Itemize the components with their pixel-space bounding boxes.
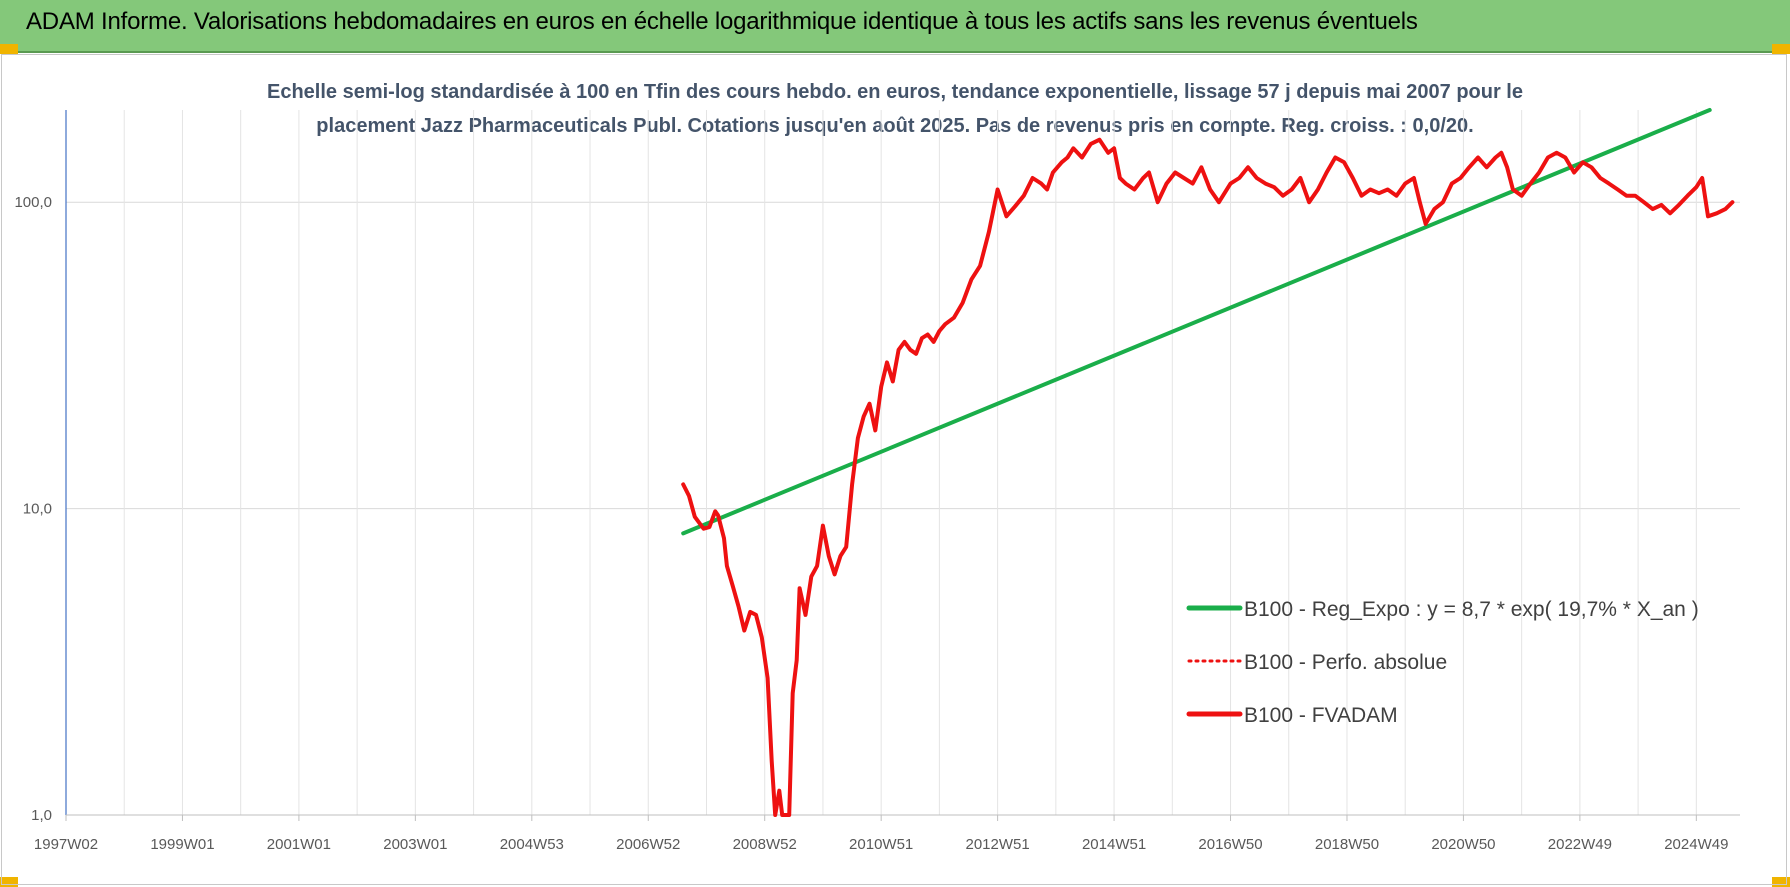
x-tick-label: 2022W49: [1548, 836, 1612, 853]
y-tick-label: 10,0: [23, 501, 52, 518]
x-tick-label: 2006W52: [616, 836, 680, 853]
x-tick-label: 1997W02: [34, 836, 98, 853]
legend-item-regression-label: B100 - Reg_Expo : y = 8,7 * exp( 19,7% *…: [1244, 598, 1699, 621]
x-tick-label: 2014W51: [1082, 836, 1146, 853]
fvadam-line: [681, 137, 1735, 817]
chart-subtitle-line-1: Echelle semi-log standardisée à 100 en T…: [267, 81, 1523, 103]
y-tick-label: 100,0: [14, 194, 52, 211]
chart-series: [681, 108, 1735, 817]
chart-frame: [1, 54, 1787, 885]
corner-marker-top-right: [1772, 44, 1790, 54]
corner-marker-bottom-right: [1772, 877, 1790, 887]
x-tick-label: 2003W01: [383, 836, 447, 853]
x-tick-label: 2004W53: [500, 836, 564, 853]
header-banner: ADAM Informe. Valorisations hebdomadaire…: [0, 0, 1790, 53]
corner-marker-top-left: [0, 44, 18, 54]
chart-grid: [66, 110, 1740, 816]
x-tick-label: 1999W01: [150, 836, 214, 853]
x-tick-label: 2008W52: [733, 836, 797, 853]
x-tick-label: 2018W50: [1315, 836, 1379, 853]
x-tick-label: 2020W50: [1431, 836, 1495, 853]
chart-legend: B100 - Reg_Expo : y = 8,7 * exp( 19,7% *…: [1186, 598, 1699, 727]
x-tick-label: 2016W50: [1198, 836, 1262, 853]
page-title: ADAM Informe. Valorisations hebdomadaire…: [26, 8, 1418, 35]
x-tick-label: 2001W01: [267, 836, 331, 853]
legend-item-perfo-absolue-label: B100 - Perfo. absolue: [1244, 651, 1447, 674]
y-tick-label: 1,0: [31, 807, 52, 824]
x-tick-label: 2010W51: [849, 836, 913, 853]
x-tick-label: 2012W51: [966, 836, 1030, 853]
legend-item-fvadam-label: B100 - FVADAM: [1244, 704, 1398, 727]
x-tick-label: 2024W49: [1664, 836, 1728, 853]
chart-axes: 1,0 10,0 100,0 1997W02 1999W01 2001W01 2003W01…: [14, 110, 1740, 853]
corner-marker-bottom-left: [0, 877, 18, 887]
chart-subtitle-line-2: placement Jazz Pharmaceuticals Publ. Cot…: [316, 115, 1473, 137]
